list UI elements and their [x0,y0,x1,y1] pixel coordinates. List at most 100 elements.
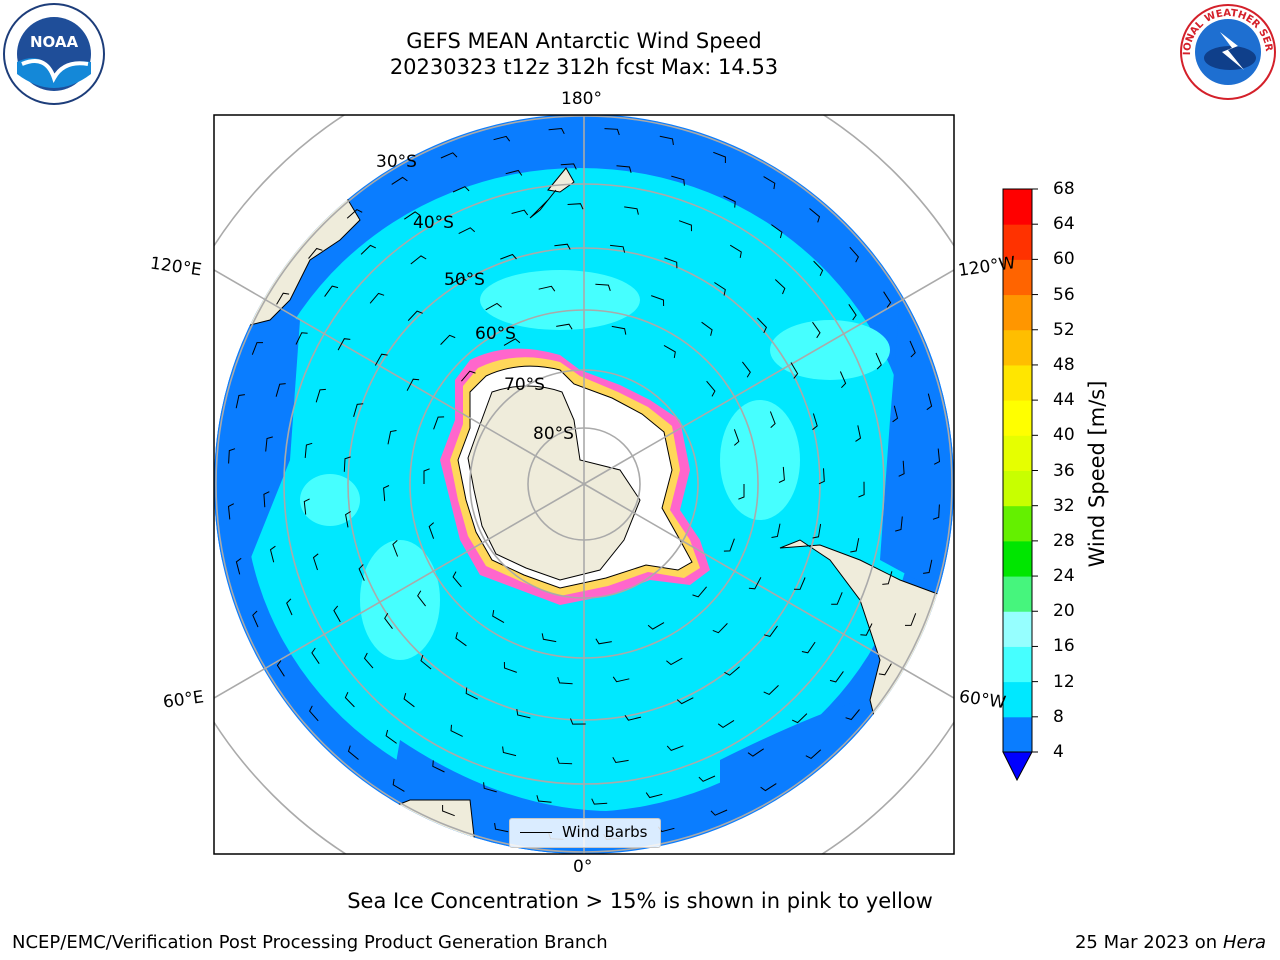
wind-barb [252,610,259,628]
wind-barb [595,638,612,645]
colorbar-segment [1003,540,1032,577]
wind-barb [384,612,393,629]
datestamp: 25 Mar 2023 on Hera [1075,932,1266,953]
colorbar-segment [1003,435,1032,471]
wind-barb [344,691,355,708]
wind-barb [801,641,816,654]
wind-barb [595,283,611,291]
wind-barb [541,633,557,643]
wind-barb [263,491,270,508]
wind-barb [428,522,435,539]
wind-barb [391,176,408,185]
wind-barb [666,657,683,666]
noaa-logo: NOAA [2,2,106,110]
wind-barb [333,605,341,623]
wind-barb [624,206,639,215]
wind-barb [892,405,899,423]
lat-label-70s: 70°S [504,375,545,395]
wind-barb [383,485,390,502]
colorbar-segment [1003,470,1032,507]
wind-barb [875,352,882,370]
wind-barb [450,276,467,285]
wind-barb [616,165,632,173]
wind-barb [251,342,263,355]
wind-barb [369,292,385,304]
wind-barb [360,244,377,255]
map-frame [213,114,955,855]
wind-barb [450,724,463,737]
colorbar-segment [1003,364,1032,401]
colorbar-tick-label: 8 [1053,706,1064,727]
wind-barb [591,798,608,805]
wind-barb [926,393,933,411]
wind-barb [898,460,905,477]
wind-barb [404,211,421,220]
wind-barb [557,677,573,685]
wind-barb [742,361,751,378]
wind-barb [312,553,319,571]
wind-barb [604,128,620,136]
wind-barb [757,317,767,334]
wind-barb [385,729,397,744]
wind-barb [724,666,740,676]
wind-field-12-16-a [480,270,640,330]
wind-barb [763,176,776,190]
wind-barb [909,340,916,358]
wind-barb [410,255,427,265]
wind-barb [465,687,479,700]
lat-label-40s: 40°S [413,213,454,233]
wind-barb [570,718,586,725]
wind-barb [432,760,445,773]
colorbar-tick-label: 56 [1053,284,1075,305]
wind-barb [392,778,405,792]
legend-wind-barb-line [520,832,552,833]
wind-barb [503,338,521,346]
wind-barb [337,338,351,351]
wind-barb [235,557,242,575]
colorbar-segment [1003,224,1032,260]
wind-barb [610,244,626,253]
wind-barb [748,577,762,590]
wind-barb [763,685,779,695]
wind-barb [760,783,777,792]
wind-barb [347,745,359,760]
wind-barb [733,429,740,446]
wind-barb [276,292,290,305]
wind-barb [612,757,629,764]
colorbar-segment [1003,294,1032,331]
wind-barb [493,135,511,142]
wind-barb [538,285,556,292]
wind-barb [442,805,455,817]
colorbar-tick-label: 4 [1053,742,1064,762]
graticule [214,115,954,854]
wind-barb [774,279,786,295]
wind-barb [304,442,313,458]
wind-barb [452,186,470,193]
wind-barb [494,823,509,833]
wind-barb [818,468,825,485]
wind-barb [503,661,517,673]
colorbar-tick-label: 60 [1053,249,1075,270]
wind-barb [678,220,692,232]
wind-barb [500,253,517,260]
wind-barb [850,538,860,553]
wind-barb [812,413,818,431]
colorbar-segment [1003,259,1032,296]
wind-barb [505,169,523,176]
wind-barb [763,625,778,637]
wind-barb [663,344,676,358]
colorbar-segment [1003,681,1032,718]
wind-barb [664,257,678,269]
wind-barb [812,523,822,539]
wind-barb [227,503,235,520]
legend-label: Wind Barbs [562,823,648,841]
colorbar-tick-label: 52 [1053,319,1075,340]
wind-barb [516,709,531,719]
wind-barb [548,127,565,135]
wind-barb [358,564,365,581]
wind-barb [813,260,824,277]
colorbar-segment [1003,611,1032,647]
wind-barb [839,371,847,389]
land-new-zealand [529,167,575,219]
